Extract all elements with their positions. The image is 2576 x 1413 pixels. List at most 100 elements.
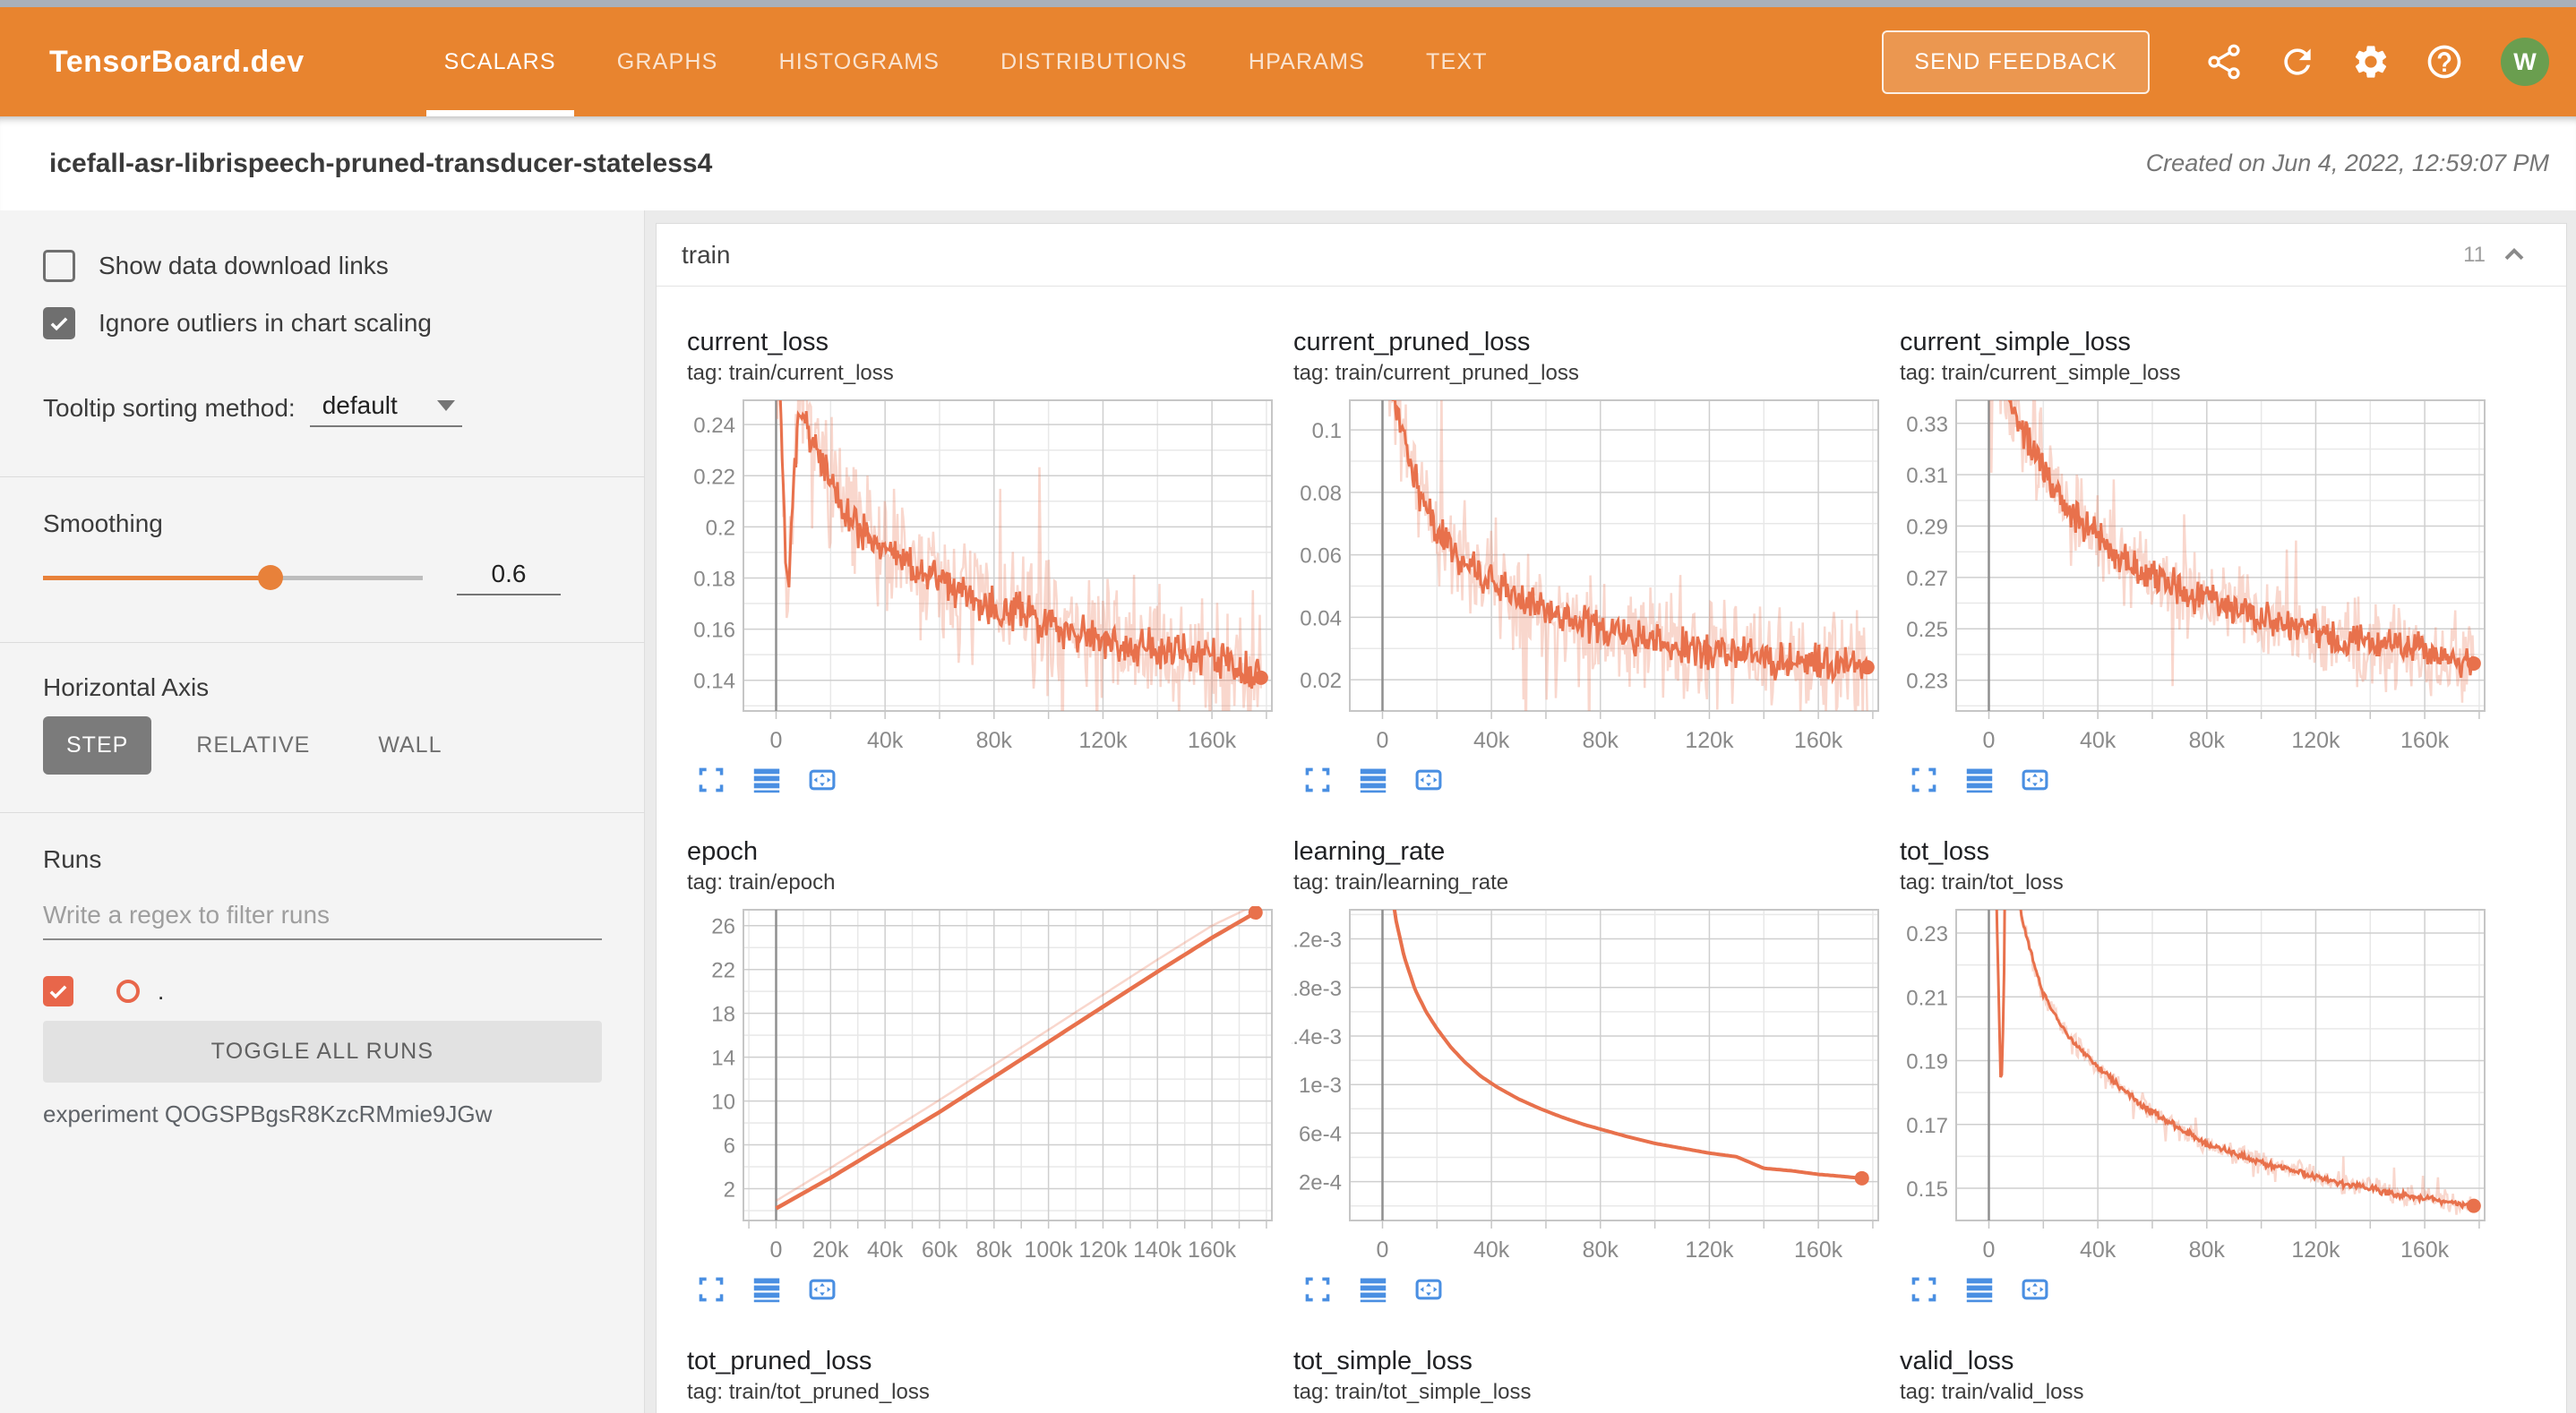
runs-label: Runs	[43, 845, 102, 873]
log-scale-icon[interactable]	[752, 1275, 781, 1304]
svg-text:120k: 120k	[1685, 728, 1734, 753]
svg-text:26: 26	[711, 915, 735, 939]
chart-tag: tag: train/current_pruned_loss	[1293, 361, 1579, 385]
svg-text:80k: 80k	[976, 728, 1013, 753]
expand-chart-icon[interactable]	[1910, 1275, 1938, 1304]
fit-domain-icon[interactable]	[1414, 766, 1443, 794]
svg-text:0.19: 0.19	[1906, 1050, 1948, 1075]
tooltip-sorting-dropdown[interactable]: default	[309, 390, 462, 427]
log-scale-icon[interactable]	[1965, 1275, 1994, 1304]
expand-chart-icon[interactable]	[697, 1275, 726, 1304]
chart-card: valid_loss tag: train/valid_loss	[1898, 1347, 2489, 1413]
fit-domain-icon[interactable]	[2021, 766, 2049, 794]
tooltip-sorting-row: Tooltip sorting method: default	[43, 390, 601, 427]
chart-tag: tag: train/tot_loss	[1900, 870, 2064, 895]
svg-text:40k: 40k	[867, 728, 904, 753]
svg-text:40k: 40k	[1473, 1237, 1510, 1263]
chart-plot[interactable]: 0 20k 40k 60k 80k 100k 120k 140k 160k26101418222…	[685, 906, 1276, 1266]
svg-text:0: 0	[1983, 1237, 1996, 1263]
chart-card: tot_loss tag: train/tot_loss 0 40k 80k 120k…	[1898, 837, 2489, 1304]
collapse-section-icon[interactable]	[2498, 239, 2530, 271]
help-icon[interactable]	[2425, 42, 2464, 81]
expand-chart-icon[interactable]	[697, 766, 726, 794]
svg-text:6: 6	[724, 1135, 735, 1159]
share-icon[interactable]	[2204, 42, 2244, 81]
svg-text:120k: 120k	[1078, 1237, 1128, 1263]
slider-knob[interactable]	[258, 565, 284, 590]
tab-distributions[interactable]: DISTRIBUTIONS	[1000, 48, 1188, 74]
chart-plot[interactable]: 0 40k 80k 120k 160k 0.02 0.04 0.06 0.08 0.1	[1292, 397, 1883, 757]
chart-plot[interactable]: 0 40k 80k 120k 160k 0.23 0.25 0.27 0.29 0.31 0.33	[1898, 397, 2489, 757]
tab-scalars[interactable]: SCALARS	[425, 7, 574, 116]
sidebar-divider	[0, 476, 644, 477]
refresh-icon[interactable]	[2278, 42, 2317, 81]
fit-domain-icon[interactable]	[808, 766, 837, 794]
axis-relative-button[interactable]: RELATIVE	[173, 716, 333, 775]
axis-step-button[interactable]: STEP	[43, 716, 152, 775]
run-name: .	[158, 977, 165, 1005]
svg-text:10: 10	[711, 1091, 735, 1115]
fit-domain-icon[interactable]	[1414, 1275, 1443, 1304]
fit-domain-icon[interactable]	[808, 1275, 837, 1304]
svg-text:0.02: 0.02	[1300, 669, 1342, 693]
expand-chart-icon[interactable]	[1303, 1275, 1332, 1304]
tab-text[interactable]: TEXT	[1426, 48, 1488, 74]
svg-text:2.2e-3: 2.2e-3	[1292, 929, 1342, 953]
chart-plot[interactable]: 0 40k 80k 120k 160k 0.15 0.17 0.19 0.21 0.23	[1898, 906, 2489, 1266]
fit-domain-icon[interactable]	[2021, 1275, 2049, 1304]
axis-wall-button[interactable]: WALL	[355, 716, 465, 775]
show-download-links-checkbox[interactable]	[43, 250, 75, 282]
log-scale-icon[interactable]	[1359, 766, 1387, 794]
svg-text:160k: 160k	[1188, 728, 1237, 753]
tab-hparams[interactable]: HPARAMS	[1248, 48, 1365, 74]
log-scale-icon[interactable]	[1359, 1275, 1387, 1304]
svg-text:0.24: 0.24	[693, 414, 735, 438]
train-section-header[interactable]: train 11	[657, 224, 2566, 287]
dashboard-main: train 11 current_loss tag: train/current…	[645, 210, 2576, 1413]
smoothing-slider[interactable]	[43, 561, 423, 594]
chart-title: valid_loss	[1900, 1347, 2014, 1375]
svg-text:0: 0	[1983, 728, 1996, 753]
slider-track-filled	[43, 576, 271, 580]
expand-chart-icon[interactable]	[1910, 766, 1938, 794]
send-feedback-button[interactable]: SEND FEEDBACK	[1882, 30, 2150, 94]
settings-icon[interactable]	[2351, 42, 2391, 81]
train-section-card: train 11 current_loss tag: train/current…	[656, 223, 2567, 1413]
svg-text:0.22: 0.22	[693, 465, 735, 489]
runs-filter-input[interactable]	[43, 897, 602, 940]
run-row: .	[43, 976, 601, 1006]
run-checkbox[interactable]	[43, 976, 73, 1006]
svg-text:0: 0	[770, 1237, 783, 1263]
svg-text:0.14: 0.14	[693, 670, 735, 694]
chart-toolbar	[1910, 1275, 2489, 1304]
svg-text:160k: 160k	[2400, 1237, 2450, 1263]
tab-histograms[interactable]: HISTOGRAMS	[778, 48, 940, 74]
svg-text:1.4e-3: 1.4e-3	[1292, 1025, 1342, 1049]
svg-text:160k: 160k	[2400, 728, 2450, 753]
log-scale-icon[interactable]	[1965, 766, 1994, 794]
svg-text:14: 14	[711, 1047, 735, 1071]
chart-plot[interactable]: 0 40k 80k 120k 160k 2e-4 6e-4 1e-3 1.4e-3 1.8e-3 2…	[1292, 906, 1883, 1266]
chart-plot[interactable]: 0 40k 80k 120k 160k 0.14 0.16 0.18 0.2 0.22 0.24	[685, 397, 1276, 757]
chart-title: tot_loss	[1900, 837, 1989, 866]
slider-track-empty	[270, 576, 423, 580]
svg-text:0.15: 0.15	[1906, 1178, 1948, 1202]
user-avatar[interactable]: W	[2501, 38, 2549, 86]
log-scale-icon[interactable]	[752, 766, 781, 794]
chart-toolbar	[1303, 766, 1883, 794]
svg-text:0: 0	[1377, 728, 1389, 753]
svg-text:0: 0	[770, 728, 783, 753]
svg-text:0.2: 0.2	[706, 516, 735, 540]
tab-graphs[interactable]: GRAPHS	[616, 48, 718, 74]
settings-sidebar: Show data download links Ignore outliers…	[0, 210, 645, 1413]
smoothing-value[interactable]: 0.6	[457, 560, 561, 595]
expand-chart-icon[interactable]	[1303, 766, 1332, 794]
chart-card: learning_rate tag: train/learning_rate 0…	[1292, 837, 1883, 1304]
ignore-outliers-checkbox[interactable]	[43, 307, 75, 339]
chart-title: current_pruned_loss	[1293, 328, 1531, 356]
svg-text:160k: 160k	[1188, 1237, 1237, 1263]
ignore-outliers-label: Ignore outliers in chart scaling	[99, 309, 432, 337]
chart-card: tot_pruned_loss tag: train/tot_pruned_lo…	[685, 1347, 1276, 1413]
toggle-all-runs-button[interactable]: TOGGLE ALL RUNS	[43, 1021, 602, 1083]
content-area: Show data download links Ignore outliers…	[0, 210, 2576, 1413]
